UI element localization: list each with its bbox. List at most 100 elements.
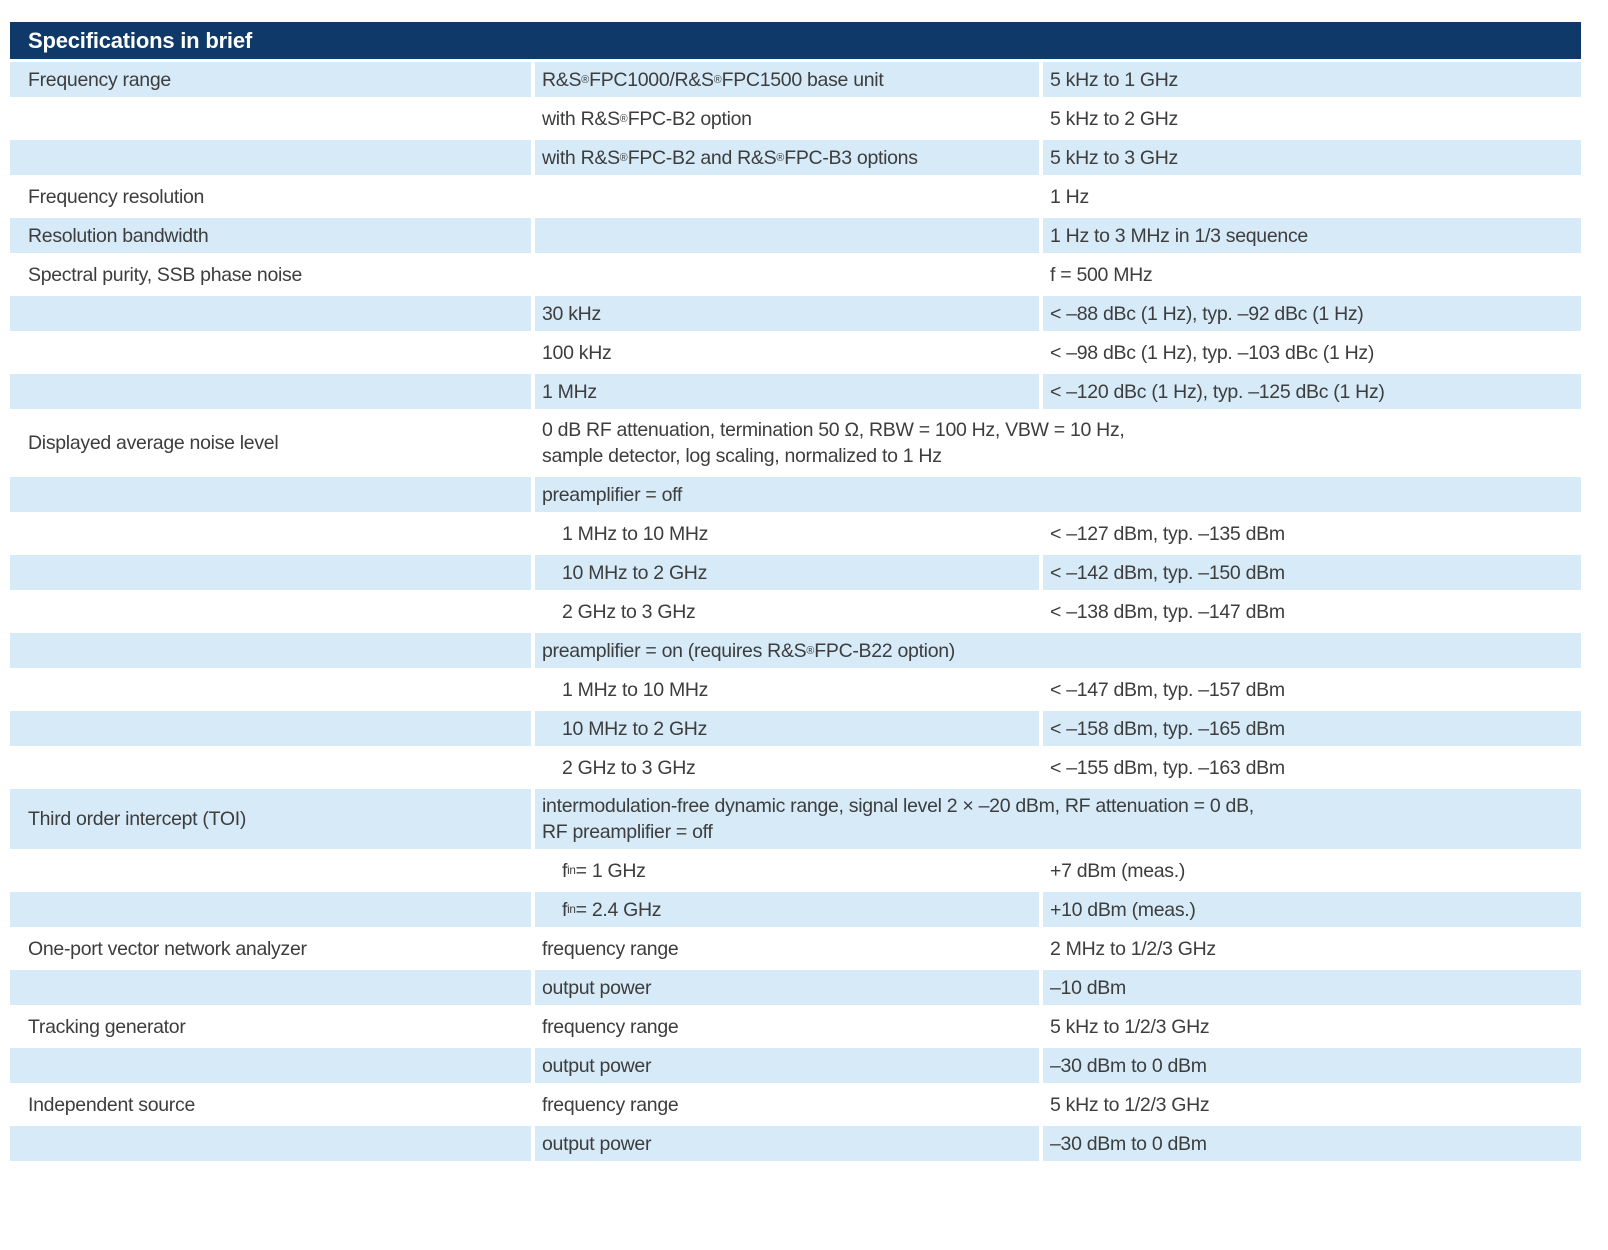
parameter-cell bbox=[10, 1126, 531, 1161]
spec-row: 10 MHz to 2 GHz < –142 dBm, typ. –150 dBm bbox=[10, 555, 1581, 590]
value-cell: 5 kHz to 3 GHz bbox=[1043, 140, 1581, 175]
parameter-cell bbox=[10, 711, 531, 746]
spec-row: 1 MHz < –120 dBc (1 Hz), typ. –125 dBc (1… bbox=[10, 374, 1581, 409]
value-cell: f = 500 MHz bbox=[1050, 263, 1153, 286]
condition-cell: 0 dB RF attenuation, termination 50 Ω, R… bbox=[542, 419, 1125, 467]
condition-cell: 10 MHz to 2 GHz bbox=[535, 711, 1039, 746]
value-cell: < –88 dBc (1 Hz), typ. –92 dBc (1 Hz) bbox=[1043, 296, 1581, 331]
spec-row: with R&S ® FPC-B2 option 5 kHz to 2 GHz bbox=[10, 101, 1581, 136]
parameter-cell: Frequency range bbox=[10, 62, 531, 97]
specifications-table: Specifications in brief Frequency range R… bbox=[10, 22, 1581, 1161]
spec-row: 1 MHz to 10 MHz < –127 dBm, typ. –135 dBm bbox=[10, 516, 1581, 551]
parameter-cell bbox=[10, 594, 531, 629]
condition-cell: frequency range bbox=[542, 937, 679, 960]
parameter-cell: Displayed average noise level bbox=[28, 432, 279, 454]
parameter-cell bbox=[10, 672, 531, 707]
condition-cell: 30 kHz bbox=[535, 296, 1039, 331]
spec-row: Independent source frequency range 5 kHz t… bbox=[10, 1087, 1581, 1122]
value-cell: 5 kHz to 1/2/3 GHz bbox=[1050, 1093, 1210, 1116]
spec-row: 1 MHz to 10 MHz < –147 dBm, typ. –157 dBm bbox=[10, 672, 1581, 707]
value-cell: +7 dBm (meas.) bbox=[1050, 859, 1186, 882]
condition-cell: output power bbox=[535, 970, 1039, 1005]
parameter-cell bbox=[10, 970, 531, 1005]
parameter-cell bbox=[10, 555, 531, 590]
parameter-cell bbox=[10, 516, 531, 551]
value-cell: < –127 dBm, typ. –135 dBm bbox=[1050, 522, 1285, 545]
condition-cell: with R&S ® FPC-B2 option bbox=[542, 107, 752, 130]
condition-cell bbox=[535, 218, 1039, 253]
spec-row: 2 GHz to 3 GHz < –138 dBm, typ. –147 dBm bbox=[10, 594, 1581, 629]
value-cell: +10 dBm (meas.) bbox=[1043, 892, 1581, 927]
condition-cell: intermodulation-free dynamic range, sign… bbox=[535, 789, 1581, 849]
spec-row: Tracking generator frequency range 5 kHz t… bbox=[10, 1009, 1581, 1044]
condition-cell: with R&S ® FPC-B2 and R&S ® FPC-B3 options bbox=[535, 140, 1039, 175]
value-cell: < –138 dBm, typ. –147 dBm bbox=[1050, 600, 1285, 623]
spec-row: output power –10 dBm bbox=[10, 970, 1581, 1005]
parameter-cell: Independent source bbox=[28, 1093, 195, 1116]
condition-cell: output power bbox=[535, 1126, 1039, 1161]
condition-cell: 10 MHz to 2 GHz bbox=[535, 555, 1039, 590]
condition-cell: preamplifier = off bbox=[535, 477, 1581, 512]
value-cell: < –147 dBm, typ. –157 dBm bbox=[1050, 678, 1285, 701]
parameter-cell bbox=[10, 335, 531, 370]
condition-cell: R&S ® FPC1000/R&S ® FPC1500 base unit bbox=[535, 62, 1039, 97]
spec-row: 100 kHz < –98 dBc (1 Hz), typ. –103 dBc (… bbox=[10, 335, 1581, 370]
parameter-cell: Tracking generator bbox=[28, 1015, 186, 1038]
parameter-cell bbox=[10, 1048, 531, 1083]
condition-cell: output power bbox=[535, 1048, 1039, 1083]
parameter-cell bbox=[10, 101, 531, 136]
spec-table-body: Frequency range R&S ® FPC1000/R&S ® FPC1500 b… bbox=[10, 62, 1581, 1161]
value-cell: 2 MHz to 1/2/3 GHz bbox=[1050, 937, 1216, 960]
parameter-cell bbox=[10, 633, 531, 668]
condition-cell bbox=[535, 257, 1039, 292]
value-cell: < –158 dBm, typ. –165 dBm bbox=[1043, 711, 1581, 746]
spec-row: Third order intercept (TOI) intermodulati… bbox=[10, 789, 1581, 849]
value-cell: 5 kHz to 1/2/3 GHz bbox=[1050, 1015, 1210, 1038]
value-cell: –30 dBm to 0 dBm bbox=[1043, 1126, 1581, 1161]
spec-row: f in = 2.4 GHz +10 dBm (meas.) bbox=[10, 892, 1581, 927]
condition-cell: 100 kHz bbox=[542, 341, 612, 364]
value-cell: 1 Hz to 3 MHz in 1/3 sequence bbox=[1043, 218, 1581, 253]
condition-cell: 2 GHz to 3 GHz bbox=[562, 600, 696, 623]
spec-row: preamplifier = off bbox=[10, 477, 1581, 512]
condition-cell: frequency range bbox=[542, 1093, 679, 1116]
condition-cell: 1 MHz to 10 MHz bbox=[562, 678, 709, 701]
value-cell: 5 kHz to 2 GHz bbox=[1050, 107, 1179, 130]
condition-cell bbox=[535, 179, 1039, 214]
spec-row: preamplifier = on (requires R&S ® FPC-B22 … bbox=[10, 633, 1581, 668]
parameter-cell bbox=[10, 296, 531, 331]
parameter-cell bbox=[10, 750, 531, 785]
value-cell: < –155 dBm, typ. –163 dBm bbox=[1050, 756, 1285, 779]
value-cell: < –142 dBm, typ. –150 dBm bbox=[1043, 555, 1581, 590]
value-cell: 5 kHz to 1 GHz bbox=[1043, 62, 1581, 97]
parameter-cell: One-port vector network analyzer bbox=[28, 937, 307, 960]
spec-row: output power –30 dBm to 0 dBm bbox=[10, 1126, 1581, 1161]
spec-row: Spectral purity, SSB phase noise f = 500 … bbox=[10, 257, 1581, 292]
parameter-cell bbox=[10, 140, 531, 175]
condition-cell: 2 GHz to 3 GHz bbox=[562, 756, 696, 779]
spec-row: f in = 1 GHz +7 dBm (meas.) bbox=[10, 853, 1581, 888]
spec-row: 10 MHz to 2 GHz < –158 dBm, typ. –165 dBm bbox=[10, 711, 1581, 746]
parameter-cell bbox=[10, 892, 531, 927]
spec-row: 30 kHz < –88 dBc (1 Hz), typ. –92 dBc (1 … bbox=[10, 296, 1581, 331]
condition-cell: f in = 2.4 GHz bbox=[535, 892, 1039, 927]
parameter-cell bbox=[10, 374, 531, 409]
condition-cell: frequency range bbox=[542, 1015, 679, 1038]
condition-cell: 1 MHz bbox=[535, 374, 1039, 409]
condition-cell: preamplifier = on (requires R&S ® FPC-B22 … bbox=[535, 633, 1581, 668]
value-cell: < –98 dBc (1 Hz), typ. –103 dBc (1 Hz) bbox=[1050, 341, 1375, 364]
parameter-cell: Frequency resolution bbox=[28, 185, 205, 208]
table-title: Specifications in brief bbox=[10, 22, 1581, 59]
parameter-cell: Third order intercept (TOI) bbox=[10, 789, 531, 849]
spec-row: 2 GHz to 3 GHz < –155 dBm, typ. –163 dBm bbox=[10, 750, 1581, 785]
condition-cell: 1 MHz to 10 MHz bbox=[562, 522, 709, 545]
value-cell: –10 dBm bbox=[1043, 970, 1581, 1005]
spec-row: Resolution bandwidth 1 Hz to 3 MHz in 1/3… bbox=[10, 218, 1581, 253]
spec-row: Frequency range R&S ® FPC1000/R&S ® FPC1500 b… bbox=[10, 62, 1581, 97]
spec-row: Displayed average noise level 0 dB RF att… bbox=[10, 413, 1581, 473]
spec-row: output power –30 dBm to 0 dBm bbox=[10, 1048, 1581, 1083]
spec-row: One-port vector network analyzer frequenc… bbox=[10, 931, 1581, 966]
value-cell: 1 Hz bbox=[1050, 185, 1089, 208]
value-cell: –30 dBm to 0 dBm bbox=[1043, 1048, 1581, 1083]
value-cell: < –120 dBc (1 Hz), typ. –125 dBc (1 Hz) bbox=[1043, 374, 1581, 409]
